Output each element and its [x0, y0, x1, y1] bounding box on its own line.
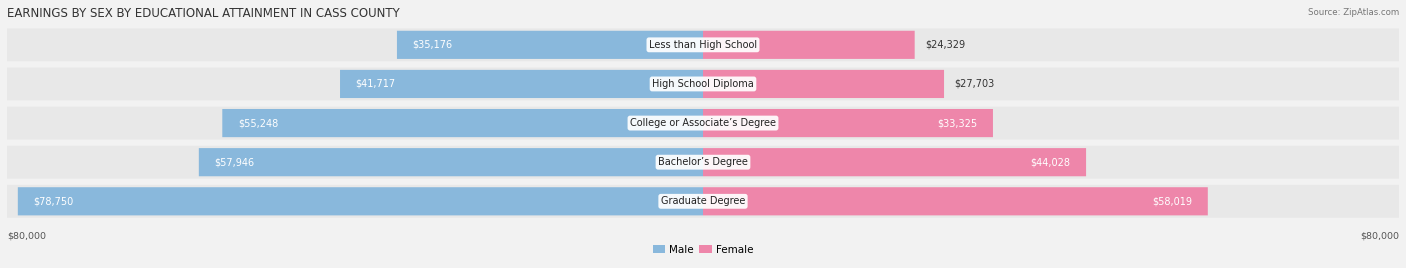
FancyBboxPatch shape [703, 70, 943, 98]
Text: $44,028: $44,028 [1031, 157, 1070, 167]
Text: $58,019: $58,019 [1152, 196, 1192, 206]
Text: College or Associate’s Degree: College or Associate’s Degree [630, 118, 776, 128]
FancyBboxPatch shape [198, 148, 703, 176]
Text: $57,946: $57,946 [215, 157, 254, 167]
Text: $33,325: $33,325 [938, 118, 977, 128]
Legend: Male, Female: Male, Female [648, 240, 758, 259]
Text: EARNINGS BY SEX BY EDUCATIONAL ATTAINMENT IN CASS COUNTY: EARNINGS BY SEX BY EDUCATIONAL ATTAINMEN… [7, 7, 399, 20]
FancyBboxPatch shape [222, 109, 703, 137]
FancyBboxPatch shape [7, 185, 1399, 218]
Text: High School Diploma: High School Diploma [652, 79, 754, 89]
Text: $35,176: $35,176 [412, 40, 453, 50]
FancyBboxPatch shape [18, 187, 703, 215]
FancyBboxPatch shape [703, 187, 1208, 215]
Text: $55,248: $55,248 [238, 118, 278, 128]
Text: $27,703: $27,703 [955, 79, 994, 89]
FancyBboxPatch shape [7, 146, 1399, 178]
FancyBboxPatch shape [703, 109, 993, 137]
Text: $80,000: $80,000 [7, 232, 46, 241]
Text: Bachelor’s Degree: Bachelor’s Degree [658, 157, 748, 167]
Text: $80,000: $80,000 [1360, 232, 1399, 241]
FancyBboxPatch shape [396, 31, 703, 59]
FancyBboxPatch shape [7, 107, 1399, 140]
FancyBboxPatch shape [703, 148, 1085, 176]
Text: Source: ZipAtlas.com: Source: ZipAtlas.com [1308, 8, 1399, 17]
Text: $41,717: $41,717 [356, 79, 396, 89]
Text: $24,329: $24,329 [925, 40, 966, 50]
FancyBboxPatch shape [340, 70, 703, 98]
Text: $78,750: $78,750 [34, 196, 73, 206]
Text: Less than High School: Less than High School [650, 40, 756, 50]
Text: Graduate Degree: Graduate Degree [661, 196, 745, 206]
FancyBboxPatch shape [7, 68, 1399, 100]
FancyBboxPatch shape [703, 31, 915, 59]
FancyBboxPatch shape [7, 28, 1399, 61]
